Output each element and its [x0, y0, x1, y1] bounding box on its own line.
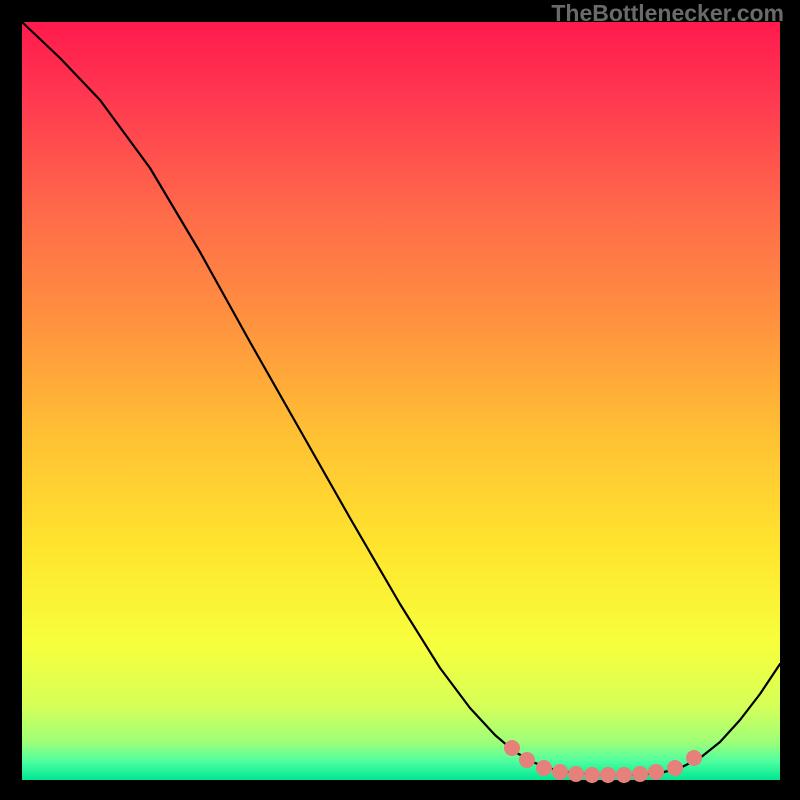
curve-marker: [632, 766, 648, 782]
curve-marker: [648, 764, 664, 780]
curve-marker: [504, 740, 520, 756]
curve-marker: [536, 760, 552, 776]
curve-marker: [584, 767, 600, 783]
curve-marker: [568, 766, 584, 782]
curve-marker: [667, 760, 683, 776]
curve-marker: [616, 767, 632, 783]
curve-marker: [552, 764, 568, 780]
watermark-text: TheBottlenecker.com: [551, 0, 784, 27]
curve-markers: [504, 740, 702, 783]
chart-overlay: [0, 0, 800, 800]
curve-marker: [519, 752, 535, 768]
chart-canvas: TheBottlenecker.com: [0, 0, 800, 800]
curve-marker: [600, 767, 616, 783]
curve-marker: [686, 750, 702, 766]
bottleneck-curve: [22, 22, 780, 775]
